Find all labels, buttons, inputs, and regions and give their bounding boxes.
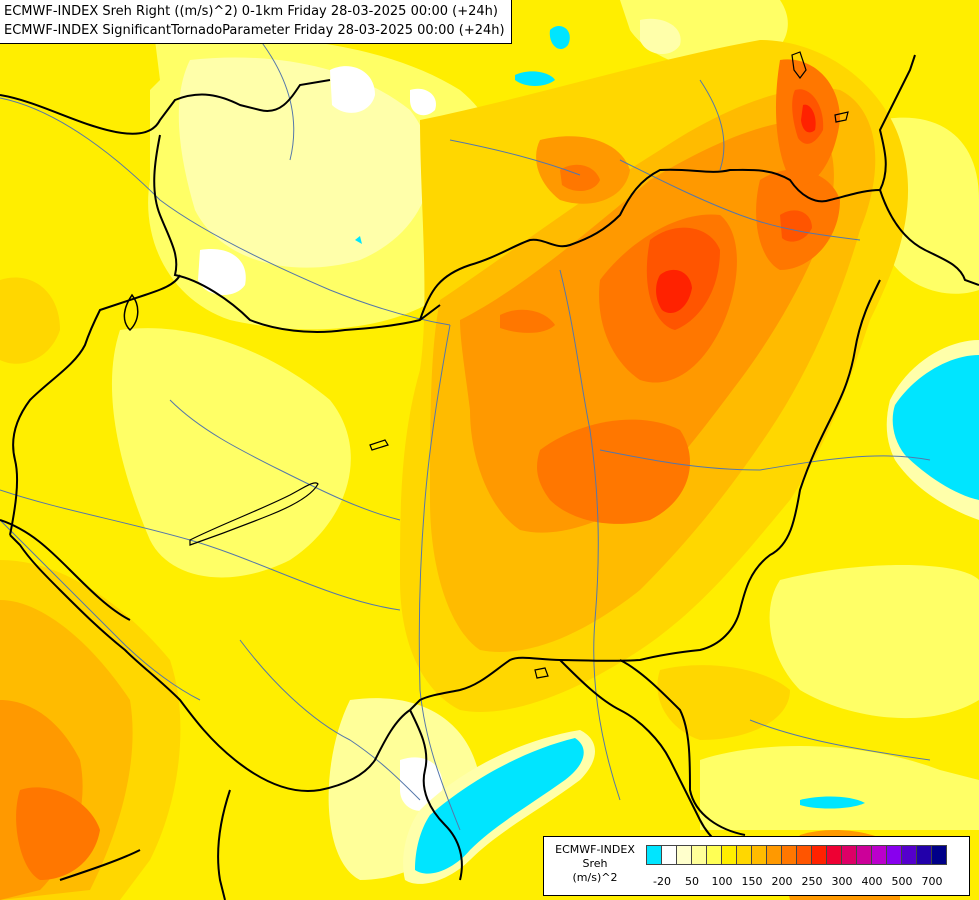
color-legend: ECMWF-INDEX Sreh (m/s)^2 -20 50 100 150 200 2… — [543, 836, 970, 896]
map-title-line-2: ECMWF-INDEX SignificantTornadoParameter … — [4, 23, 505, 38]
country-borders — [0, 54, 979, 900]
legend-tick-label: 700 — [921, 875, 943, 888]
legend-swatch — [871, 845, 887, 865]
legend-swatch — [691, 845, 707, 865]
legend-swatch — [826, 845, 842, 865]
legend-title-line-1: ECMWF-INDEX — [555, 843, 635, 856]
legend-swatch — [721, 845, 737, 865]
legend-swatch — [841, 845, 857, 865]
legend-swatch — [736, 845, 752, 865]
legend-tick-label: 500 — [891, 875, 913, 888]
legend-title: ECMWF-INDEX Sreh (m/s)^2 — [548, 843, 642, 885]
legend-swatch — [931, 845, 947, 865]
legend-tick-label: 100 — [711, 875, 733, 888]
legend-swatch — [796, 845, 812, 865]
legend-tick-label: 150 — [741, 875, 763, 888]
legend-tick-label: 200 — [771, 875, 793, 888]
legend-swatch — [916, 845, 932, 865]
legend-swatch — [661, 845, 677, 865]
legend-tick-label: 400 — [861, 875, 883, 888]
legend-tick-label: 250 — [801, 875, 823, 888]
legend-swatch — [676, 845, 692, 865]
legend-title-line-2: Sreh — [582, 857, 608, 870]
legend-tick-label: 50 — [685, 875, 699, 888]
moderate-values-layer — [0, 40, 909, 900]
map-title-box: ECMWF-INDEX Sreh Right ((m/s)^2) 0-1km F… — [0, 0, 512, 44]
legend-swatch — [856, 845, 872, 865]
legend-swatches — [646, 845, 947, 865]
legend-swatch — [706, 845, 722, 865]
legend-swatch — [751, 845, 767, 865]
legend-tick-label: -20 — [653, 875, 671, 888]
lake-outlines — [189, 51, 849, 679]
legend-swatch — [886, 845, 902, 865]
legend-swatch — [811, 845, 827, 865]
legend-swatch — [646, 845, 662, 865]
legend-swatch — [781, 845, 797, 865]
map-title-line-1: ECMWF-INDEX Sreh Right ((m/s)^2) 0-1km F… — [4, 4, 498, 19]
negative-values-layer — [355, 25, 979, 884]
legend-swatch — [901, 845, 917, 865]
legend-swatch — [766, 845, 782, 865]
legend-ticks: -20 50 100 150 200 250 300 400 500 700 — [646, 875, 966, 891]
legend-tick-label: 300 — [831, 875, 853, 888]
legend-title-line-3: (m/s)^2 — [572, 871, 618, 884]
